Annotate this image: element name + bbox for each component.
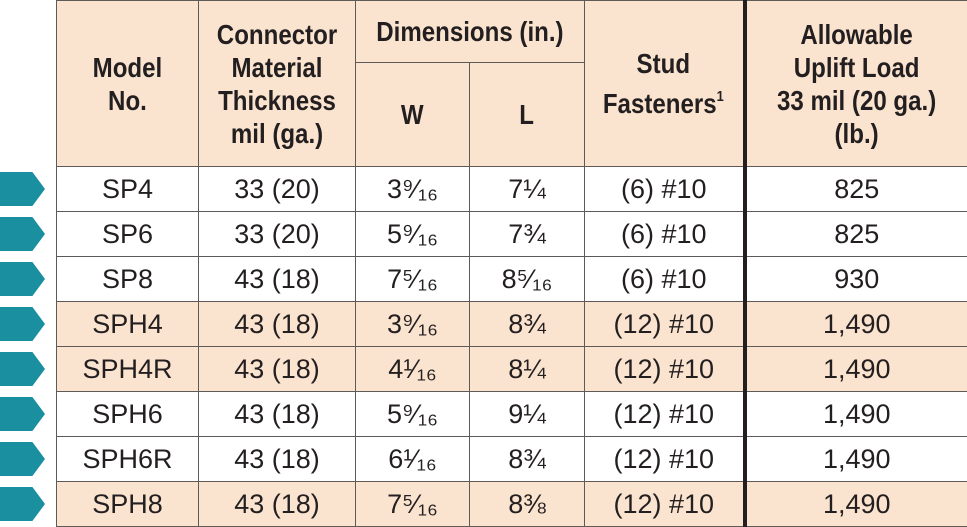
cell-load: 825	[745, 212, 967, 257]
cell-model: SPH6R	[57, 437, 199, 482]
footnote-marker: 1	[717, 88, 724, 105]
cell-fasteners: (12) #10	[585, 392, 745, 437]
header-dim-w-label: W	[401, 98, 424, 131]
cell-load: 1,490	[745, 482, 967, 527]
cell-width: 3⁹⁄₁₆	[356, 302, 470, 347]
cell-load: 1,490	[745, 392, 967, 437]
header-model-line: No.	[108, 85, 147, 116]
cell-fasteners: (12) #10	[585, 437, 745, 482]
cell-length: 8¼	[470, 347, 585, 392]
cell-model: SPH4	[57, 302, 199, 347]
arrow-right-icon	[0, 397, 45, 431]
cell-model: SPH4R	[57, 347, 199, 392]
cell-thickness: 43 (18)	[199, 302, 356, 347]
header-load-line: Allowable	[801, 19, 913, 50]
table-row: SPH4 43 (18) 3⁹⁄₁₆ 8¾ (12) #10 1,490	[57, 302, 967, 347]
arrow-right-icon	[0, 442, 45, 476]
cell-length: 8⁵⁄₁₆	[470, 257, 585, 302]
cell-length: 9¼	[470, 392, 585, 437]
cell-load: 825	[745, 167, 967, 212]
table-row: SPH4R 43 (18) 4¹⁄₁₆ 8¼ (12) #10 1,490	[57, 347, 967, 392]
cell-width: 6¹⁄₁₆	[356, 437, 470, 482]
cell-thickness: 43 (18)	[199, 257, 356, 302]
cell-load: 1,490	[745, 302, 967, 347]
cell-model: SP4	[57, 167, 199, 212]
cell-length: 8⅜	[470, 482, 585, 527]
cell-width: 7⁵⁄₁₆	[356, 257, 470, 302]
cell-model: SP8	[57, 257, 199, 302]
cell-width: 4¹⁄₁₆	[356, 347, 470, 392]
cell-length: 7¼	[470, 167, 585, 212]
arrow-right-icon	[0, 217, 45, 251]
cell-model: SPH8	[57, 482, 199, 527]
cell-length: 8¾	[470, 302, 585, 347]
cell-fasteners: (12) #10	[585, 347, 745, 392]
cell-thickness: 43 (18)	[199, 392, 356, 437]
header-thickness-line: Connector	[217, 19, 337, 50]
arrow-right-icon	[0, 307, 45, 341]
cell-load: 1,490	[745, 437, 967, 482]
header-load-line: 33 mil (20 ga.)	[777, 85, 936, 116]
cell-fasteners: (12) #10	[585, 482, 745, 527]
table-row: SPH8 43 (18) 7⁵⁄₁₆ 8⅜ (12) #10 1,490	[57, 482, 967, 527]
cell-width: 5⁹⁄₁₆	[356, 212, 470, 257]
table-header-row: Model No. Connector Material Thickness m…	[57, 1, 967, 63]
cell-load: 930	[745, 257, 967, 302]
header-load-line: Uplift Load	[794, 52, 920, 83]
header-dim-l-label: L	[520, 98, 535, 131]
arrow-right-icon	[0, 262, 45, 296]
header-load-line: (lb.)	[835, 118, 879, 149]
table-row: SP8 43 (18) 7⁵⁄₁₆ 8⁵⁄₁₆ (6) #10 930	[57, 257, 967, 302]
cell-length: 8¾	[470, 437, 585, 482]
header-dim-l: L	[470, 63, 585, 167]
cell-fasteners: (12) #10	[585, 302, 745, 347]
cell-width: 5⁹⁄₁₆	[356, 392, 470, 437]
header-fasteners-line: Fasteners	[603, 88, 717, 119]
cell-load: 1,490	[745, 347, 967, 392]
cell-fasteners: (6) #10	[585, 212, 745, 257]
cell-thickness: 43 (18)	[199, 437, 356, 482]
header-dimensions-label: Dimensions (in.)	[376, 15, 563, 48]
table-body: SP4 33 (20) 3⁹⁄₁₆ 7¼ (6) #10 825 SP6 33 …	[57, 167, 967, 527]
header-fasteners: Stud Fasteners1	[585, 1, 745, 167]
cell-thickness: 43 (18)	[199, 347, 356, 392]
cell-model: SPH6	[57, 392, 199, 437]
header-model: Model No.	[57, 1, 199, 167]
header-thickness-line: Thickness	[218, 85, 336, 116]
header-model-line: Model	[93, 52, 163, 83]
arrow-right-icon	[0, 352, 45, 386]
table-row: SPH6R 43 (18) 6¹⁄₁₆ 8¾ (12) #10 1,490	[57, 437, 967, 482]
cell-fasteners: (6) #10	[585, 257, 745, 302]
header-fasteners-line: Stud	[637, 48, 691, 79]
header-dimensions: Dimensions (in.)	[356, 1, 585, 63]
arrow-right-icon	[0, 172, 45, 206]
header-thickness-line: mil (ga.)	[231, 118, 323, 149]
cell-width: 3⁹⁄₁₆	[356, 167, 470, 212]
cell-width: 7⁵⁄₁₆	[356, 482, 470, 527]
cell-thickness: 33 (20)	[199, 212, 356, 257]
cell-thickness: 43 (18)	[199, 482, 356, 527]
arrow-right-icon	[0, 487, 45, 521]
header-thickness: Connector Material Thickness mil (ga.)	[199, 1, 356, 167]
spec-table: Model No. Connector Material Thickness m…	[56, 0, 967, 527]
cell-length: 7¾	[470, 212, 585, 257]
table-row: SP4 33 (20) 3⁹⁄₁₆ 7¼ (6) #10 825	[57, 167, 967, 212]
cell-thickness: 33 (20)	[199, 167, 356, 212]
cell-model: SP6	[57, 212, 199, 257]
header-load: Allowable Uplift Load 33 mil (20 ga.) (l…	[745, 1, 967, 167]
header-dim-w: W	[356, 63, 470, 167]
table-row: SPH6 43 (18) 5⁹⁄₁₆ 9¼ (12) #10 1,490	[57, 392, 967, 437]
header-thickness-line: Material	[231, 52, 322, 83]
cell-fasteners: (6) #10	[585, 167, 745, 212]
table-row: SP6 33 (20) 5⁹⁄₁₆ 7¾ (6) #10 825	[57, 212, 967, 257]
